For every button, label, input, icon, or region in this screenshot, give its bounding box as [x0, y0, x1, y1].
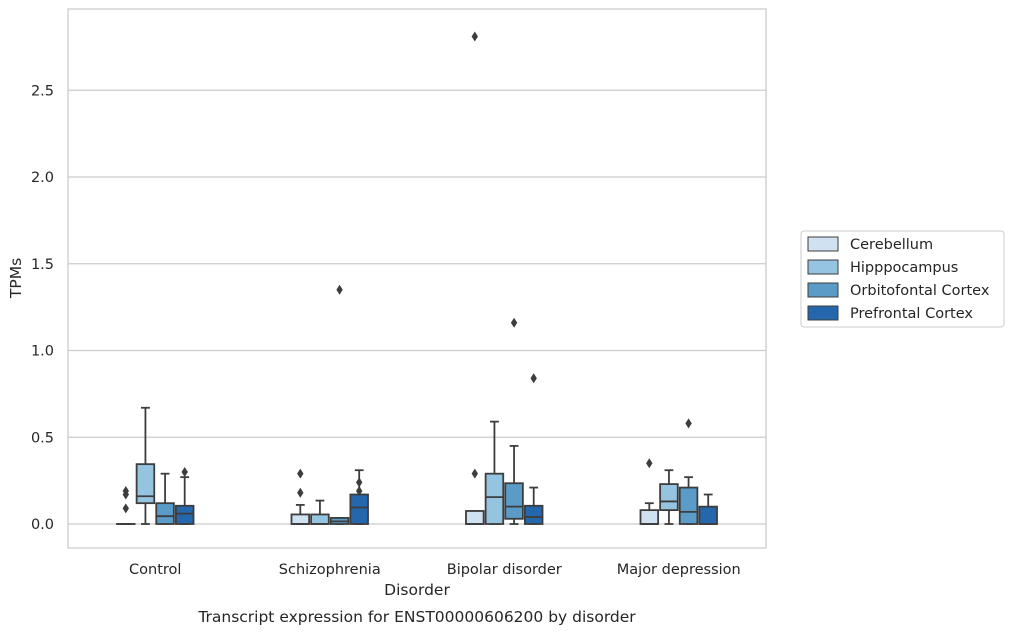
y-tick-label: 0.5: [31, 430, 54, 446]
outlier-point: [685, 418, 692, 429]
box-hipppocampus: [310, 499, 330, 525]
outlier-point: [122, 503, 130, 514]
box-prefrontal-cortex: [523, 373, 544, 525]
y-tick-label: 2.5: [31, 83, 54, 99]
x-tick-label: Bipolar disorder: [447, 562, 562, 578]
box-iqr: [523, 504, 544, 525]
box-iqr: [698, 505, 718, 525]
box-prefrontal-cortex: [349, 469, 369, 525]
box-cerebellum: [639, 458, 660, 525]
legend-label: Orbitofontal Cortex: [850, 283, 990, 299]
plot-area-frame: [67, 8, 767, 549]
outlier-point: [336, 284, 343, 295]
box-plot-marks: [116, 31, 718, 525]
box-cerebellum: [465, 31, 485, 525]
y-axis-title: TPMs: [7, 258, 25, 299]
x-axis-title: Disorder: [384, 581, 450, 599]
outlier-point: [355, 477, 363, 488]
x-tick-label: Schizophrenia: [279, 562, 381, 578]
y-tick-label: 2.0: [31, 170, 54, 186]
outlier-point: [297, 468, 304, 479]
box-iqr: [639, 509, 660, 525]
legend-swatch: [807, 259, 839, 275]
legend-swatch: [807, 305, 839, 321]
box-hipppocampus: [135, 406, 156, 525]
legend-label: Prefrontal Cortex: [850, 306, 973, 322]
y-tick-label: 1.5: [31, 257, 54, 273]
y-tick-label: 0.0: [31, 517, 54, 533]
outlier-point: [471, 468, 479, 479]
box-iqr: [678, 486, 699, 525]
box-iqr: [155, 502, 175, 525]
box-iqr: [659, 483, 679, 512]
box-prefrontal-cortex: [698, 493, 718, 525]
box-iqr: [135, 463, 156, 505]
box-cerebellum: [290, 468, 311, 525]
box-iqr: [484, 472, 505, 525]
legend-label: Hipppocampus: [850, 260, 958, 276]
box-iqr: [310, 513, 330, 525]
legend-label: Cerebellum: [850, 237, 933, 253]
legend-swatch: [807, 282, 839, 298]
legend-frame: [800, 230, 1005, 328]
box-iqr: [174, 504, 195, 525]
x-tick-label: Control: [129, 562, 181, 578]
box-iqr: [290, 513, 311, 525]
box-orbitofontal-cortex: [678, 418, 699, 525]
outlier-point: [297, 487, 304, 498]
outlier-point: [355, 486, 363, 497]
box-iqr: [349, 493, 369, 525]
grid-lines: [68, 89, 766, 525]
box-iqr: [504, 482, 524, 520]
outlier-point: [122, 486, 130, 497]
box-hipppocampus: [659, 469, 679, 525]
y-tick-label: 1.0: [31, 344, 54, 360]
x-tick-label: Major depression: [617, 562, 741, 578]
box-orbitofontal-cortex: [329, 284, 350, 525]
box-iqr: [465, 510, 485, 525]
x-axis-ticks: Control Schizophrenia Bipolar disorder Majo…: [129, 562, 741, 578]
y-axis-ticks: 0.0 0.5 1.0 1.5 2.0 2.5: [31, 83, 54, 533]
box-orbitofontal-cortex: [155, 472, 175, 525]
box-prefrontal-cortex: [174, 466, 195, 525]
outlier-point: [510, 317, 518, 328]
outlier-point: [646, 458, 653, 469]
outlier-point: [471, 31, 479, 42]
legend-swatch: [807, 236, 839, 252]
legend: Cerebellum Hipppocampus Orbitofontal Corte…: [800, 230, 1005, 328]
outlier-point: [181, 466, 188, 477]
chart-caption: Transcript expression for ENST0000060620…: [197, 608, 636, 626]
box-cerebellum: [116, 486, 136, 525]
box-orbitofontal-cortex: [504, 317, 524, 525]
outlier-point: [530, 373, 537, 384]
box-hipppocampus: [484, 420, 505, 525]
